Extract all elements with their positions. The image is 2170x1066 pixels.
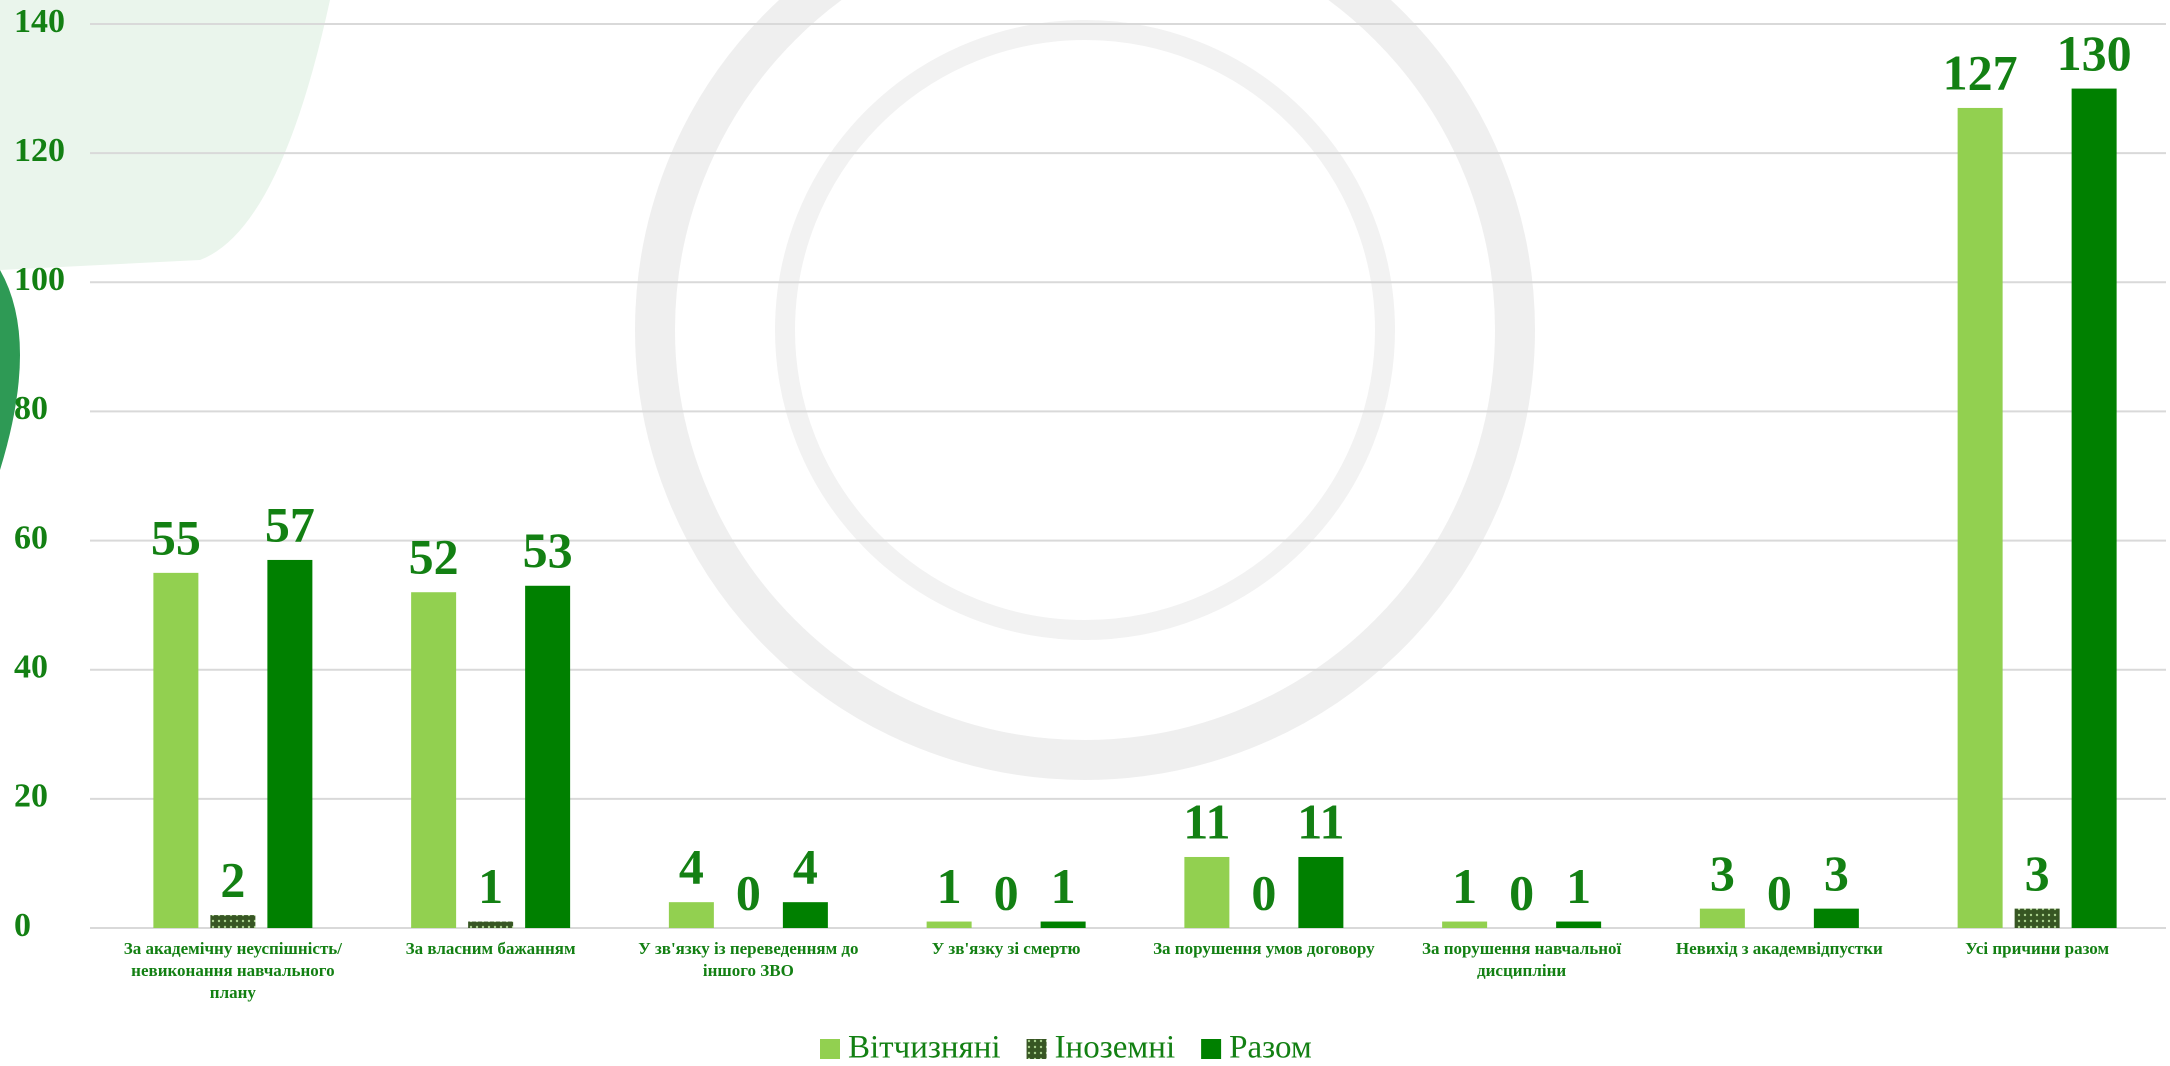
x-tick-label-box: У зв'язку із переведенням до іншого ЗВО [638, 939, 859, 981]
value-label: 1 [1566, 858, 1591, 914]
bar [1298, 856, 1344, 928]
x-tick-label: За академічну неуспішність/невиконання н… [123, 939, 343, 1003]
x-tick-label-box: За порушення навчальної дисципліни [1421, 939, 1622, 981]
bar [2014, 908, 2060, 928]
legend-swatch [1201, 1039, 1222, 1059]
value-label: 11 [1297, 793, 1344, 849]
value-label: 3 [1710, 845, 1735, 901]
value-label: 3 [1824, 845, 1849, 901]
legend-swatch [820, 1039, 840, 1059]
y-tick-label: 80 [14, 390, 48, 427]
bar [1040, 921, 1086, 928]
value-label: 127 [1943, 44, 2018, 100]
decor-shape [0, 0, 330, 270]
value-label: 130 [2057, 25, 2132, 81]
value-label: 1 [1452, 858, 1477, 914]
value-label: 0 [1251, 864, 1276, 920]
bar [411, 592, 457, 928]
watermark [635, 0, 1535, 780]
y-tick-label: 40 [14, 649, 48, 686]
value-label: 0 [736, 864, 761, 920]
value-label: 0 [1509, 864, 1534, 920]
value-label: 3 [2025, 845, 2050, 901]
value-label: 1 [478, 858, 503, 914]
y-tick-label: 20 [14, 778, 48, 815]
x-tick-label: У зв'язку із переведенням до іншого ЗВО [638, 939, 859, 981]
bar [926, 921, 972, 928]
x-tick-label-box: За порушення умов договору [1153, 939, 1375, 958]
value-label: 52 [409, 529, 459, 585]
bar [1957, 107, 2003, 928]
value-label: 1 [1051, 858, 1076, 914]
bar [1184, 856, 1230, 928]
bar [468, 921, 514, 928]
legend-swatch [1026, 1039, 1047, 1059]
x-tick-label-box: За власним бажанням [405, 939, 576, 958]
x-tick-label: За порушення навчальної дисципліни [1421, 939, 1622, 981]
watermark [775, 20, 1395, 640]
value-label: 2 [220, 852, 245, 908]
y-tick-label: 140 [14, 3, 65, 40]
bar [1699, 908, 1745, 928]
legend-label: Іноземні [1055, 1030, 1176, 1066]
bar [1556, 921, 1602, 928]
bar [210, 915, 256, 928]
decor-shape [0, 270, 20, 470]
bar [1442, 921, 1488, 928]
bar [153, 572, 199, 928]
legend-label: Разом [1229, 1030, 1312, 1066]
x-tick-label-box: За академічну неуспішність/невиконання н… [123, 939, 343, 1003]
bar [1813, 908, 1859, 928]
value-label: 57 [265, 496, 315, 552]
value-label: 11 [1183, 793, 1230, 849]
x-tick-label-box: У зв'язку зі смертю [931, 939, 1081, 958]
x-tick-label: Невихід з академвідпустки [1675, 939, 1883, 958]
x-tick-label: За власним бажанням [405, 939, 576, 958]
y-tick-label: 0 [14, 907, 31, 944]
y-tick-label: 60 [14, 519, 48, 556]
bar [267, 559, 313, 928]
legend-label: Вітчизняні [848, 1030, 1001, 1066]
bar [2071, 88, 2117, 929]
x-tick-label: За порушення умов договору [1153, 939, 1375, 958]
value-label: 4 [793, 839, 818, 895]
x-tick-label-box: Невихід з академвідпустки [1675, 939, 1883, 958]
x-tick-label-box: Усі причини разом [1965, 939, 2110, 958]
y-tick-label: 100 [14, 261, 65, 298]
y-tick-label: 120 [14, 132, 65, 169]
value-label: 1 [937, 858, 962, 914]
value-label: 0 [994, 864, 1019, 920]
value-label: 0 [1767, 864, 1792, 920]
bar [782, 902, 828, 928]
x-tick-label: Усі причини разом [1965, 939, 2110, 958]
value-label: 53 [523, 522, 573, 578]
value-label: 55 [151, 509, 201, 565]
value-label: 4 [679, 839, 704, 895]
bar [525, 585, 571, 928]
x-tick-label: У зв'язку зі смертю [931, 939, 1081, 958]
bar [668, 902, 714, 928]
